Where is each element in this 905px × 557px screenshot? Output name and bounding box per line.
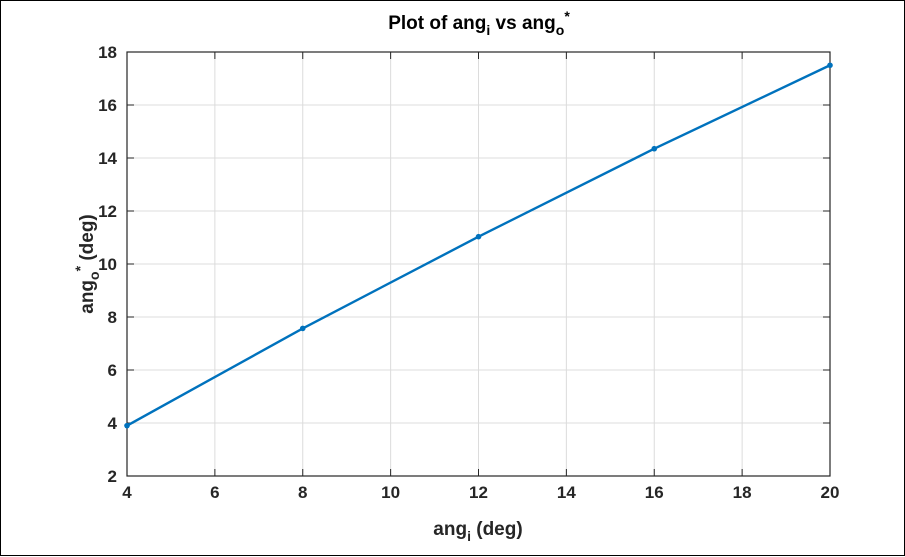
- x-tick-label: 16: [645, 483, 664, 502]
- x-tick-label: 12: [469, 483, 488, 502]
- data-point: [651, 145, 658, 152]
- y-tick-label: 4: [108, 414, 118, 433]
- x-tick-label: 10: [381, 483, 400, 502]
- x-axis-label: angi (deg): [433, 519, 522, 544]
- y-tick-label: 12: [98, 202, 117, 221]
- x-tick-label: 14: [557, 483, 576, 502]
- data-point: [475, 233, 482, 240]
- data-point: [299, 325, 306, 332]
- y-tick-label: 8: [108, 308, 117, 327]
- y-tick-label: 18: [98, 43, 117, 62]
- x-tick-label: 4: [122, 483, 132, 502]
- y-axis-label: ango* (deg): [72, 214, 102, 314]
- grid: [127, 52, 830, 476]
- x-tick-label: 8: [298, 483, 307, 502]
- x-tick-label: 18: [733, 483, 752, 502]
- y-tick-label: 6: [108, 361, 117, 380]
- y-tick-label: 2: [108, 467, 117, 486]
- chart-title: Plot of angi vs ango*: [388, 8, 570, 38]
- x-tick-label: 20: [821, 483, 840, 502]
- x-tick-label: 6: [210, 483, 219, 502]
- data-point: [827, 62, 833, 69]
- y-tick-label: 10: [98, 255, 117, 274]
- data-point: [124, 422, 130, 429]
- y-tick-label: 14: [98, 149, 117, 168]
- y-tick-label: 16: [98, 96, 117, 115]
- series-group: [124, 62, 833, 429]
